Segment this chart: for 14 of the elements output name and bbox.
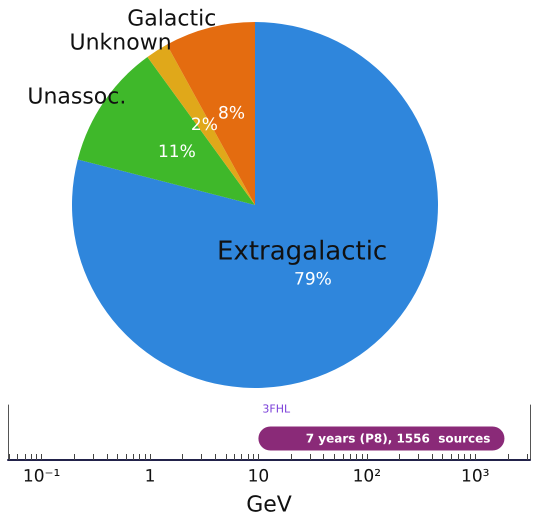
x-tick-label: 10³ [461, 466, 490, 486]
data-label: 8% [218, 103, 245, 124]
data-label: 11% [158, 142, 196, 162]
x-axis-title: GeV [246, 492, 292, 518]
x-tick-label: 1 [144, 466, 156, 486]
x-tick-label: 10 [248, 466, 270, 486]
x-tick-label: 10⁻¹ [22, 466, 60, 486]
slice-label: Extragalactic [216, 236, 388, 267]
x-tick-label: 10² [352, 466, 382, 486]
annotation: 7 years (P8), 1556 sources [306, 432, 490, 446]
slice-label: Galactic [127, 6, 216, 32]
slice-label: Unknown [70, 30, 172, 56]
data-label: 79% [294, 270, 332, 290]
series-label: 3FHL [262, 402, 292, 416]
